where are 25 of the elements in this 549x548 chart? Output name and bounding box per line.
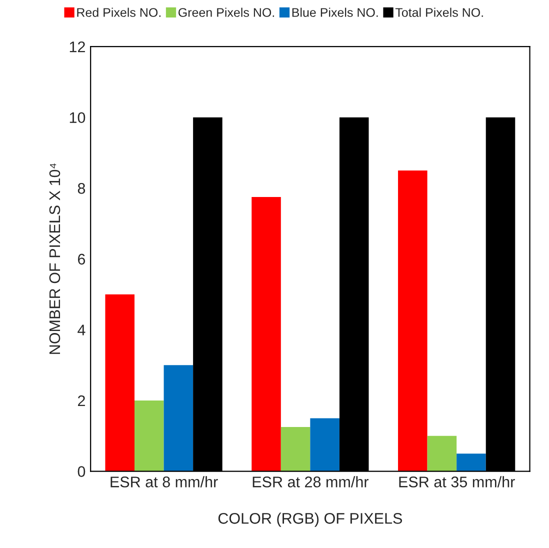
bar [427,436,457,472]
x-tick-label: ESR at 35 mm/hr [399,476,515,488]
y-axis-title: NOMBER OF PIXELS X 10⁴ [49,163,60,354]
x-tick-label: ESR at 8 mm/hr [110,476,218,488]
y-tick-label: 10 [70,112,86,124]
bar [280,427,310,472]
bar [134,400,164,472]
legend-label: Green Pixels NO. [178,8,274,17]
y-tick-label: 8 [78,183,86,194]
bar [310,418,340,472]
bar [164,365,194,472]
bar [252,196,281,472]
bar [105,294,135,472]
legend-label: Total Pixels NO. [395,8,483,17]
x-tick-label: ESR at 28 mm/hr [252,476,369,488]
bar [398,170,428,472]
y-tick-label: 12 [70,41,85,52]
y-tick-label: 6 [78,254,86,265]
legend-label: Blue Pixels NO. [292,8,378,17]
bar [456,454,486,472]
y-tick-label: 2 [78,395,85,406]
y-tick-label: 0 [78,466,86,477]
y-tick-label: 4 [78,324,86,336]
x-axis-title: COLOR (RGB) OF PIXELS [218,512,402,527]
legend-label: Red Pixels NO. [77,8,160,17]
